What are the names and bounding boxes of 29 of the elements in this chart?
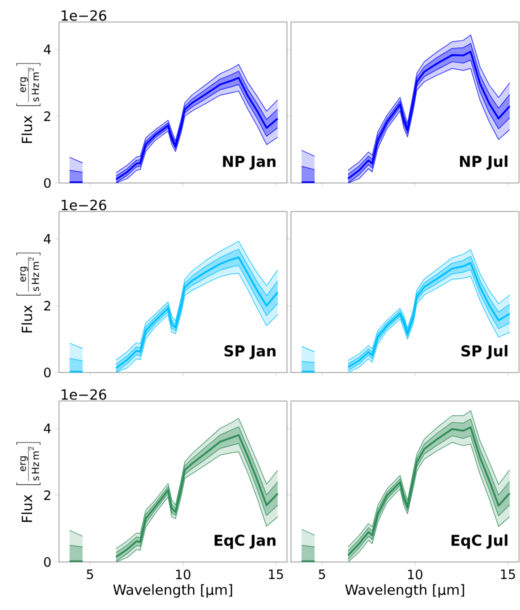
- text: NP Jul: [460, 155, 508, 170]
- text: EqC Jul: [452, 534, 508, 549]
- x-tick-label: 10: [408, 570, 422, 580]
- text: 1e−26: [62, 200, 106, 210]
- y-tick-label: 2: [44, 490, 50, 500]
- y-tick-label: 4: [44, 234, 51, 244]
- x-tick-label: 15: [501, 570, 515, 580]
- y-tick-label: 0: [44, 557, 51, 567]
- text: NP Jan: [223, 156, 276, 170]
- y-tick-label: 4: [44, 44, 51, 54]
- text: SP Jan: [224, 345, 276, 360]
- text: EqC Jan: [214, 534, 276, 549]
- text: 1e−26: [62, 389, 106, 400]
- x-axis-title: Wavelength [μm]: [113, 584, 232, 598]
- y-axis-title: $\mathrm{Flux}\ \left[\frac{\mathrm{erg}}{\mathrm{s\,Hz\,m}^{2}}\right]$: [16, 252, 40, 332]
- x-tick-label: 5: [86, 570, 94, 580]
- text: SP Jul: [461, 344, 508, 360]
- x-tick-label: 10: [176, 570, 190, 580]
- x-tick-label: 15: [269, 570, 283, 580]
- text: 1e−26: [62, 10, 106, 21]
- x-tick-label: 5: [318, 570, 326, 580]
- y-tick-label: 0: [44, 368, 51, 378]
- y-tick-label: 4: [44, 424, 51, 434]
- y-axis-title: $\mathrm{Flux}\ \left[\frac{\mathrm{erg}}{\mathrm{s\,Hz\,m}^{2}}\right]$: [16, 442, 40, 522]
- y-tick-label: 2: [44, 300, 50, 310]
- y-tick-label: 0: [44, 178, 51, 188]
- x-axis-title: Wavelength [μm]: [345, 584, 464, 598]
- y-tick-label: 2: [44, 111, 50, 121]
- y-axis-title: $\mathrm{Flux}\ \left[\frac{\mathrm{erg}}{\mathrm{s\,Hz\,m}^{2}}\right]$: [16, 63, 40, 143]
